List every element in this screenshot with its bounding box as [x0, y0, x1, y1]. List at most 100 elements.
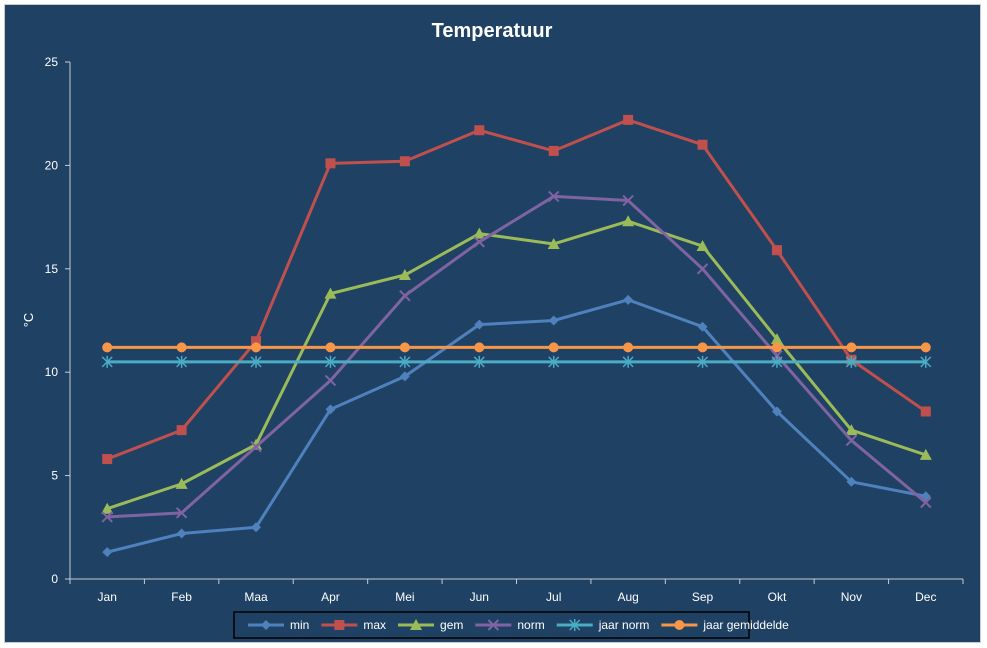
legend-swatch-marker — [569, 619, 581, 631]
legend-swatch-marker — [410, 619, 423, 630]
x-tick-label: Apr — [321, 590, 340, 604]
data-point-norm — [473, 236, 485, 248]
series-line-norm — [107, 194, 927, 519]
data-point-min — [771, 406, 782, 417]
legend-item-jaar-gemiddelde: jaar gemiddelde — [661, 618, 789, 632]
data-point-min — [697, 321, 708, 332]
data-point-max — [548, 145, 559, 156]
legend-swatch-marker — [674, 620, 685, 630]
y-tick-label: 20 — [45, 158, 59, 172]
y-tick-label: 15 — [45, 262, 59, 276]
x-tick-label: Jul — [546, 590, 561, 604]
legend-item-min: min — [248, 618, 309, 632]
x-tick-label: Dec — [915, 590, 936, 604]
data-point-min — [251, 522, 262, 533]
x-tick-label: Nov — [841, 590, 862, 604]
data-point-gem — [696, 240, 709, 252]
series-layer — [101, 114, 932, 558]
legend-label: gem — [440, 618, 463, 632]
data-point-jaar-norm — [399, 355, 411, 368]
x-tick-label: Sep — [692, 590, 714, 604]
data-point-norm — [175, 507, 188, 519]
x-tick-label: Jun — [470, 590, 489, 604]
data-point-gem — [622, 215, 635, 227]
data-point-jaar-gemiddelde — [474, 342, 485, 353]
data-point-max — [102, 454, 113, 465]
data-point-gem — [547, 237, 560, 249]
legend-item-jaar-norm: jaar norm — [556, 618, 650, 632]
x-tick-label: Maa — [244, 590, 268, 604]
data-point-jaar-norm — [622, 355, 634, 368]
chart-title: Temperatuur — [432, 20, 553, 42]
data-point-min — [548, 315, 559, 326]
data-point-jaar-gemiddelde — [846, 342, 857, 353]
data-point-jaar-norm — [920, 355, 932, 368]
data-point-jaar-gemiddelde — [548, 342, 559, 353]
x-tick-label: Okt — [768, 590, 787, 604]
data-point-norm — [324, 374, 337, 387]
series-line-gem — [106, 219, 927, 511]
series-norm — [101, 190, 932, 523]
data-point-gem — [250, 438, 263, 450]
legend-label: norm — [517, 618, 544, 632]
data-point-gem — [919, 448, 932, 460]
data-point-max — [771, 245, 782, 256]
y-tick-label: 25 — [45, 55, 59, 69]
data-point-jaar-norm — [101, 355, 113, 368]
data-point-max — [399, 156, 410, 167]
data-point-min — [399, 371, 410, 382]
legend-swatch-marker — [487, 619, 500, 631]
y-tick-label: 0 — [51, 572, 58, 586]
data-point-max — [697, 139, 708, 150]
data-point-min — [102, 547, 113, 558]
legend-swatch-marker — [261, 620, 271, 630]
legend-label: jaar gemiddelde — [702, 618, 789, 632]
x-tick-label: Feb — [171, 590, 192, 604]
data-point-norm — [920, 496, 932, 509]
legend: min max gem norm jaar norm jaar gemiddelde — [233, 611, 789, 639]
axes: 0 5 10 15 20 25 Jan Feb Maa Apr Mei Jun Jul Aug Sep Okt… — [45, 55, 964, 604]
series-line-max — [106, 118, 927, 461]
data-point-gem — [770, 333, 783, 345]
data-point-jaar-norm — [845, 355, 857, 368]
data-point-norm — [696, 263, 709, 275]
data-point-norm — [101, 511, 113, 523]
series-max — [102, 114, 931, 465]
data-point-min — [474, 319, 485, 330]
series-min — [102, 294, 931, 558]
data-point-max — [474, 125, 485, 136]
series-jaar-norm — [101, 355, 932, 368]
data-point-jaar-gemiddelde — [176, 342, 187, 353]
legend-swatch-marker — [334, 620, 345, 630]
data-point-jaar-gemiddelde — [251, 342, 262, 353]
y-tick-label: 5 — [51, 469, 58, 483]
data-point-max — [251, 336, 262, 347]
data-point-gem — [473, 227, 486, 239]
data-point-jaar-gemiddelde — [920, 342, 931, 353]
data-point-jaar-gemiddelde — [102, 342, 113, 353]
data-point-jaar-gemiddelde — [399, 342, 410, 353]
data-point-norm — [399, 289, 411, 302]
series-gem — [101, 215, 932, 514]
legend-item-gem: gem — [398, 618, 463, 632]
data-point-gem — [398, 269, 411, 281]
data-point-min — [846, 476, 857, 487]
data-point-min — [176, 528, 187, 539]
data-point-max — [920, 406, 931, 417]
x-tick-label: Mei — [395, 590, 414, 604]
data-point-jaar-gemiddelde — [771, 342, 782, 353]
data-point-norm — [250, 440, 262, 453]
series-jaar-gemiddelde — [102, 342, 931, 353]
data-point-norm — [622, 194, 634, 207]
legend-box — [233, 611, 750, 639]
data-point-jaar-norm — [176, 355, 188, 368]
data-point-max — [325, 158, 336, 169]
data-point-jaar-gemiddelde — [325, 342, 336, 353]
legend-label: jaar norm — [598, 618, 650, 632]
data-point-jaar-gemiddelde — [697, 342, 708, 353]
data-point-jaar-norm — [548, 355, 560, 368]
x-tick-label: Jan — [98, 590, 117, 604]
data-point-gem — [324, 287, 337, 299]
data-point-max — [176, 425, 187, 436]
